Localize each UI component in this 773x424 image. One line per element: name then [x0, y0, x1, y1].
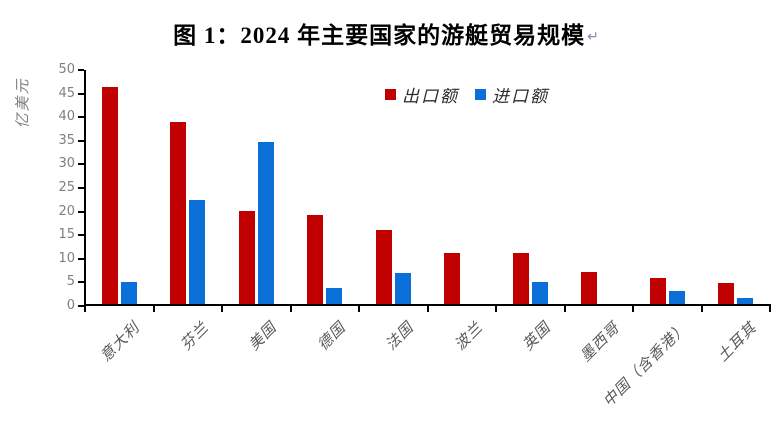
legend-item-import: 进口额 [475, 82, 549, 107]
legend-item-export: 出口额 [385, 82, 459, 107]
category-label: 德国 [314, 319, 349, 354]
legend-swatch-import-icon [475, 89, 486, 100]
y-tick-label: 45 [58, 85, 75, 101]
x-axis-tick [289, 305, 292, 312]
import-bar-7 [531, 282, 548, 306]
import-bar-4 [326, 287, 343, 306]
category-label: 法国 [383, 319, 418, 354]
y-axis-tick [78, 139, 84, 142]
y-tick-label: 10 [58, 250, 75, 266]
x-axis-tick [700, 305, 703, 312]
y-axis-tick [78, 187, 84, 189]
export-bar-1 [101, 86, 118, 306]
category-label: 墨西哥 [577, 319, 623, 366]
category-label: 波兰 [451, 319, 486, 354]
category-label: 英国 [520, 319, 555, 354]
chart-title: 图 1：2024 年主要国家的游艇贸易规模 ↵ [0, 16, 773, 50]
export-bar-10 [718, 283, 735, 306]
category-label: 芬兰 [177, 319, 212, 354]
plot-area: 0 5 10 15 20 25 30 35 40 45 50 意大利 芬兰 美国 德国 法国 波兰 英国 墨西哥 中国… [58, 62, 771, 410]
y-tick-label: 0 [66, 298, 75, 313]
y-tick-label: 20 [58, 203, 75, 219]
y-tick-label: 30 [58, 156, 75, 172]
category-label: 美国 [246, 319, 281, 354]
y-axis-title: 亿美元 [15, 77, 32, 129]
y-tick-label: 25 [58, 180, 75, 195]
x-axis-tick [632, 305, 634, 312]
y-axis-tick [78, 116, 84, 119]
import-bar-2 [189, 199, 206, 306]
x-axis-tick [221, 305, 223, 312]
x-axis-tick [358, 305, 360, 312]
legend: 出口额 进口额 [385, 82, 549, 107]
import-bar-3 [257, 142, 274, 306]
chart-title-text: 图 1：2024 年主要国家的游艇贸易规模 [173, 23, 586, 48]
y-axis-tick [78, 163, 84, 166]
y-axis-tick [78, 210, 84, 213]
category-label: 意大利 [98, 319, 144, 366]
import-bar-1 [120, 282, 137, 306]
y-axis-tick [78, 281, 84, 284]
y-axis-line [84, 70, 86, 308]
import-bar-5 [394, 272, 411, 306]
y-axis-tick [78, 69, 84, 71]
x-axis-tick [84, 305, 86, 312]
y-axis-tick [78, 257, 84, 260]
export-bar-8 [581, 272, 598, 306]
y-axis-tick [78, 234, 84, 237]
x-axis-tick [426, 305, 429, 312]
x-axis-line [84, 304, 771, 306]
export-bar-7 [512, 252, 529, 306]
x-axis-tick [495, 305, 497, 312]
export-bar-2 [170, 121, 187, 306]
y-tick-label: 40 [58, 109, 75, 125]
export-bar-3 [238, 210, 255, 306]
legend-swatch-export-icon [385, 89, 396, 100]
y-axis-tick [78, 305, 84, 307]
import-bar-10 [737, 297, 754, 306]
legend-label-import: 进口额 [492, 87, 549, 106]
y-tick-label: 35 [58, 132, 75, 148]
y-axis-tick [78, 92, 84, 95]
x-axis-tick [152, 305, 155, 312]
paragraph-mark-icon: ↵ [587, 30, 600, 45]
y-tick-label: 50 [58, 62, 75, 77]
legend-label-export: 出口额 [402, 87, 459, 106]
import-bar-9 [668, 291, 685, 306]
x-axis-tick [769, 305, 771, 312]
export-bar-9 [649, 278, 666, 306]
export-bar-6 [444, 252, 461, 306]
x-axis-tick [563, 305, 566, 312]
export-bar-5 [375, 230, 392, 306]
category-label: 土耳其 [714, 319, 760, 366]
y-tick-label: 15 [58, 227, 75, 243]
y-tick-label: 5 [66, 274, 75, 290]
export-bar-4 [307, 215, 324, 306]
